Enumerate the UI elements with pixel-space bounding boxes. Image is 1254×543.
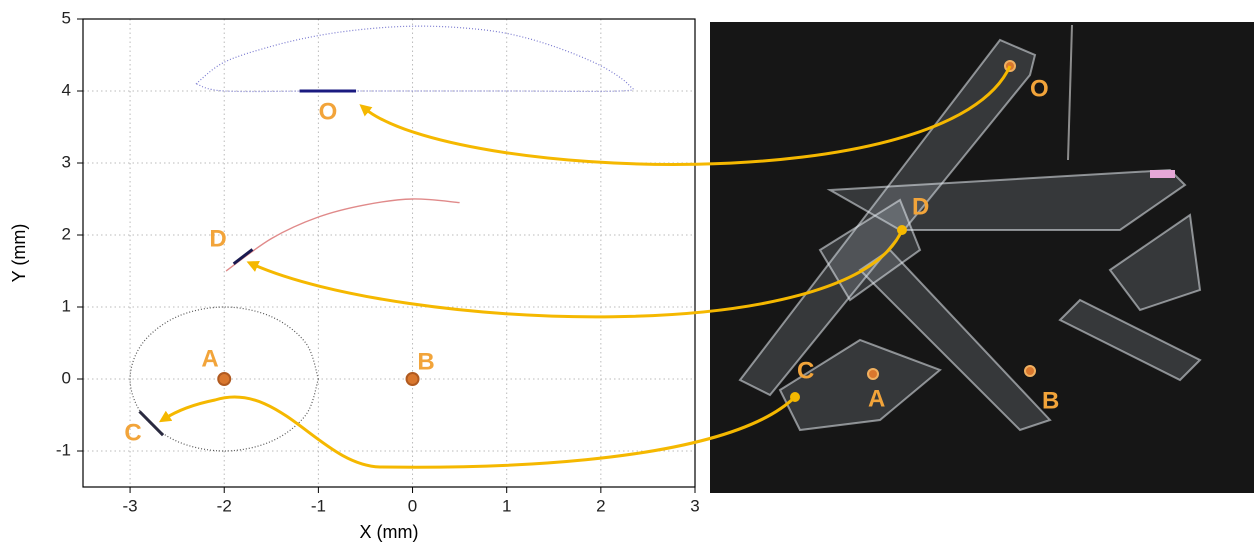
chart-label: A (201, 345, 218, 372)
trajectory (129, 306, 319, 452)
plot: -3 -2 -1 0 1 2 3 -1 0 1 2 3 4 5 (56, 8, 700, 515)
arrow (158, 395, 797, 469)
y-tick-label: 1 (62, 296, 71, 315)
trajectory (232, 248, 254, 265)
joint (867, 368, 879, 380)
x-tick-label: 1 (502, 496, 511, 515)
photo-label: D (912, 193, 929, 220)
x-tick-label: -1 (311, 496, 326, 515)
x-tick-label: -2 (217, 496, 232, 515)
mechanism (738, 38, 1202, 432)
photo: O D A B C (710, 22, 1254, 493)
trajectory (225, 198, 460, 272)
photo-label: O (1030, 75, 1049, 102)
y-tick-label: 2 (62, 224, 71, 243)
y-tick-label: -1 (56, 440, 71, 459)
x-tick-label: 0 (408, 496, 417, 515)
y-tick-label: 3 (62, 152, 71, 171)
x-tick-label: 3 (690, 496, 699, 515)
photo-label: C (797, 357, 814, 384)
joint (1024, 365, 1036, 377)
needle (1067, 24, 1073, 161)
plot-area (83, 19, 695, 487)
y-tick-label: 5 (62, 8, 71, 27)
photo-label: A (868, 385, 885, 412)
y-tick-label: 4 (62, 80, 71, 99)
y-tick-label: 0 (62, 368, 71, 387)
y-axis-label: Y (mm) (9, 224, 29, 283)
chart-label: B (417, 348, 434, 375)
joint-point (217, 372, 232, 386)
x-tick-label: -3 (123, 496, 138, 515)
x-axis-label: X (mm) (360, 522, 419, 542)
arrows (158, 65, 1012, 469)
highlight (1150, 170, 1175, 178)
photo-label: B (1042, 387, 1059, 414)
joint-point (405, 372, 420, 386)
chart-label: C (124, 419, 141, 446)
trajectory (195, 25, 634, 93)
chart-label: D (209, 225, 226, 252)
chart-label: O (319, 98, 338, 125)
arrow (359, 65, 1012, 166)
plot-frame (82, 18, 696, 488)
trajectory (138, 410, 165, 437)
x-tick-label: 2 (596, 496, 605, 515)
arrow (246, 229, 904, 319)
